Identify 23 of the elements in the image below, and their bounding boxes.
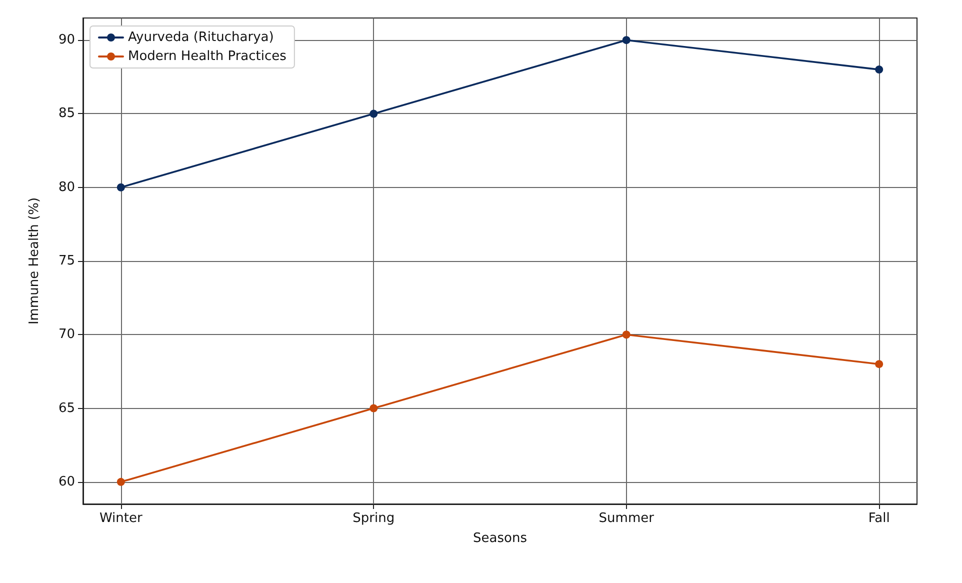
- x-tick-label: Fall: [868, 511, 890, 526]
- y-tick-label: 70: [58, 327, 75, 342]
- point: [875, 360, 884, 368]
- y-tick-label: 60: [58, 474, 75, 490]
- y-tick-label: 80: [58, 180, 75, 195]
- y-tick-label: 75: [58, 254, 75, 268]
- point: [875, 66, 884, 74]
- y-tick-label: 90: [58, 32, 75, 48]
- y-tick-label: 65: [58, 400, 75, 416]
- legend-label: Modern Health Practices: [128, 49, 287, 64]
- point: [622, 36, 630, 44]
- x-tick-label: Spring: [352, 511, 395, 526]
- point: [116, 478, 125, 486]
- point: [370, 110, 378, 118]
- point: [116, 183, 125, 192]
- y-axis-title: Immune Health (%): [27, 197, 42, 325]
- point: [622, 330, 630, 339]
- x-tick-label: Summer: [598, 511, 655, 526]
- x-axis-title: Seasons: [473, 531, 528, 546]
- point: [370, 404, 378, 412]
- legend-label: Ayurveda (Ritucharya): [128, 30, 274, 45]
- x-tick-label: Winter: [99, 511, 143, 526]
- y-tick-label: 85: [58, 106, 75, 122]
